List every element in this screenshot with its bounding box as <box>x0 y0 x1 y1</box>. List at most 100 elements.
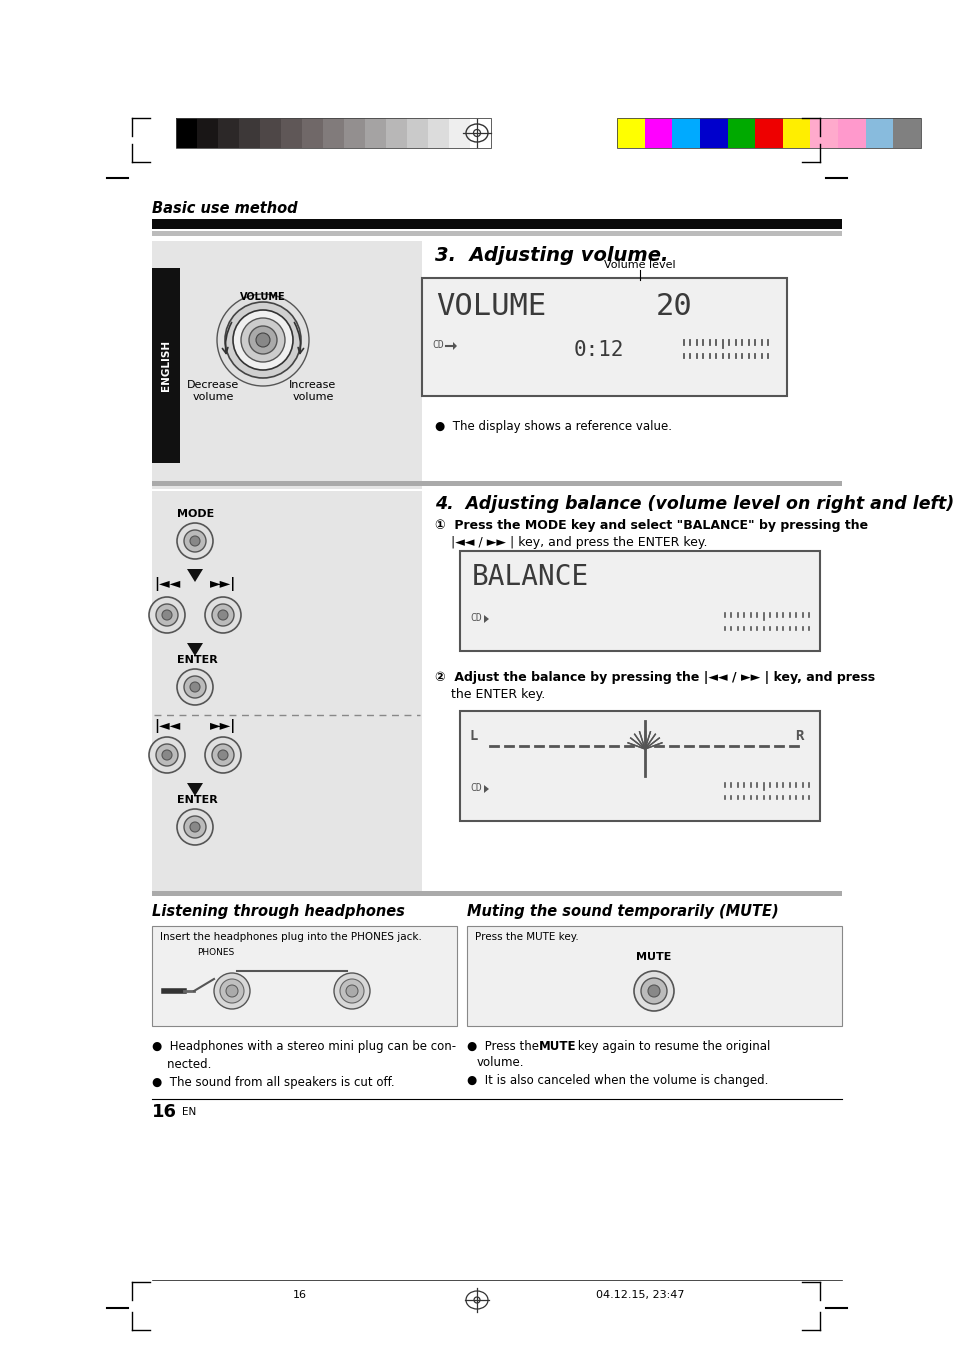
Text: Muting the sound temporarily (MUTE): Muting the sound temporarily (MUTE) <box>467 904 778 919</box>
Text: ②  Adjust the balance by pressing the |◄◄ / ►► | key, and press: ② Adjust the balance by pressing the |◄◄… <box>435 671 874 684</box>
Bar <box>218 118 239 149</box>
Bar <box>672 118 700 149</box>
Circle shape <box>184 530 206 553</box>
Bar <box>644 118 672 149</box>
Bar <box>459 551 820 651</box>
Text: ►►|: ►►| <box>210 577 236 590</box>
Text: Listening through headphones: Listening through headphones <box>152 904 404 919</box>
Text: CD: CD <box>432 340 443 350</box>
Text: Decrease
volume: Decrease volume <box>187 380 239 401</box>
Text: ①  Press the MODE key and select "BALANCE" by pressing the: ① Press the MODE key and select "BALANCE… <box>435 519 867 532</box>
Circle shape <box>205 597 241 634</box>
Bar <box>152 892 841 896</box>
Bar <box>344 118 365 149</box>
Bar <box>386 118 407 149</box>
Text: 16: 16 <box>293 1290 307 1300</box>
Text: MUTE: MUTE <box>538 1040 576 1052</box>
Bar <box>365 118 386 149</box>
Polygon shape <box>187 784 203 796</box>
Text: CD: CD <box>470 613 481 623</box>
Bar <box>727 118 755 149</box>
Text: MODE: MODE <box>177 509 214 519</box>
Circle shape <box>162 611 172 620</box>
Bar <box>467 925 841 1025</box>
Text: Press the MUTE key.: Press the MUTE key. <box>475 932 578 942</box>
Circle shape <box>184 676 206 698</box>
Circle shape <box>190 821 200 832</box>
Bar <box>152 925 456 1025</box>
Circle shape <box>190 536 200 546</box>
Circle shape <box>334 973 370 1009</box>
Circle shape <box>634 971 673 1011</box>
Circle shape <box>156 744 178 766</box>
Text: ●  Headphones with a stereo mini plug can be con-
    nected.: ● Headphones with a stereo mini plug can… <box>152 1040 456 1071</box>
Text: ENTER: ENTER <box>177 655 217 665</box>
Circle shape <box>212 744 233 766</box>
Text: Basic use method: Basic use method <box>152 201 297 216</box>
FancyBboxPatch shape <box>421 278 786 396</box>
Bar <box>449 118 470 149</box>
Bar <box>470 118 491 149</box>
Bar <box>239 118 260 149</box>
Text: 0:12: 0:12 <box>574 340 624 359</box>
Polygon shape <box>187 643 203 657</box>
Text: 16: 16 <box>152 1102 177 1121</box>
Text: ►►|: ►►| <box>210 719 236 734</box>
Circle shape <box>249 326 276 354</box>
Text: VOLUME: VOLUME <box>436 292 546 322</box>
Circle shape <box>473 130 480 136</box>
Text: 04.12.15, 23:47: 04.12.15, 23:47 <box>595 1290 683 1300</box>
Text: ●  The sound from all speakers is cut off.: ● The sound from all speakers is cut off… <box>152 1075 395 1089</box>
Text: ●  The display shows a reference value.: ● The display shows a reference value. <box>435 420 671 434</box>
Bar <box>323 118 344 149</box>
Text: ENGLISH: ENGLISH <box>161 340 171 390</box>
Circle shape <box>339 979 364 1002</box>
Polygon shape <box>187 569 203 582</box>
Circle shape <box>162 750 172 761</box>
Text: ●  Press the: ● Press the <box>467 1040 542 1052</box>
Text: BALANCE: BALANCE <box>472 563 589 590</box>
Text: Volume level: Volume level <box>603 259 675 270</box>
Circle shape <box>184 816 206 838</box>
Text: Increase
volume: Increase volume <box>289 380 336 401</box>
Circle shape <box>226 985 237 997</box>
Bar <box>152 231 841 236</box>
Polygon shape <box>453 342 456 350</box>
Bar <box>459 711 820 821</box>
Text: 20: 20 <box>656 292 692 322</box>
Text: PHONES: PHONES <box>196 948 234 957</box>
Circle shape <box>346 985 357 997</box>
Bar <box>175 118 491 149</box>
Text: ●  It is also canceled when the volume is changed.: ● It is also canceled when the volume is… <box>467 1074 767 1088</box>
Text: |◄◄: |◄◄ <box>153 719 180 734</box>
Bar <box>892 118 920 149</box>
Text: Insert the headphones plug into the PHONES jack.: Insert the headphones plug into the PHON… <box>160 932 421 942</box>
Text: VOLUME: VOLUME <box>240 292 286 303</box>
Circle shape <box>216 295 309 386</box>
Polygon shape <box>483 615 489 623</box>
Circle shape <box>190 682 200 692</box>
Bar <box>152 490 421 892</box>
Bar <box>175 118 196 149</box>
Circle shape <box>255 332 270 347</box>
Bar <box>782 118 810 149</box>
Polygon shape <box>483 785 489 793</box>
Bar <box>810 118 838 149</box>
Circle shape <box>225 303 301 378</box>
Bar <box>152 481 841 486</box>
Circle shape <box>177 523 213 559</box>
Text: R: R <box>794 730 802 743</box>
Bar <box>152 267 180 463</box>
Text: 4.  Adjusting balance (volume level on right and left).: 4. Adjusting balance (volume level on ri… <box>435 494 953 513</box>
Bar <box>196 118 218 149</box>
Circle shape <box>647 985 659 997</box>
Bar <box>755 118 782 149</box>
Circle shape <box>233 309 293 370</box>
Circle shape <box>149 738 185 773</box>
Text: |◄◄: |◄◄ <box>153 577 180 590</box>
Circle shape <box>212 604 233 626</box>
Text: L: L <box>470 730 477 743</box>
Circle shape <box>218 750 228 761</box>
Bar <box>407 118 428 149</box>
Text: key again to resume the original: key again to resume the original <box>574 1040 770 1052</box>
